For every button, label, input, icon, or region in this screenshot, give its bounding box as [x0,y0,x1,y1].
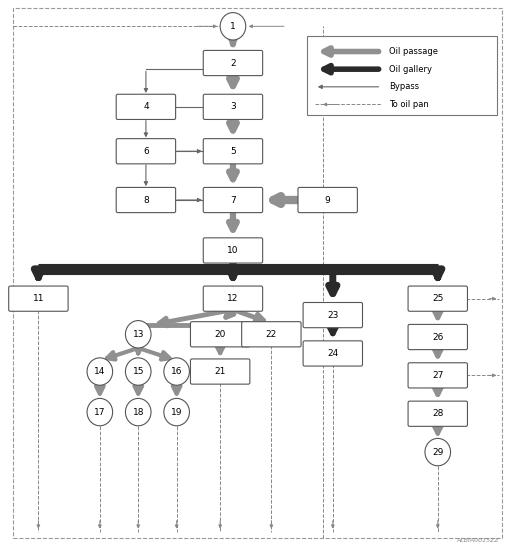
Text: Oil passage: Oil passage [389,47,438,56]
Text: 16: 16 [171,367,182,376]
Text: 11: 11 [33,294,44,303]
FancyBboxPatch shape [9,286,68,311]
Text: 29: 29 [432,448,443,456]
Text: Oil gallery: Oil gallery [389,65,432,73]
Circle shape [164,358,189,385]
Text: 28: 28 [432,409,443,418]
Text: 20: 20 [215,330,226,339]
FancyBboxPatch shape [203,139,263,164]
Text: 2: 2 [230,59,236,67]
FancyBboxPatch shape [408,286,467,311]
Text: 25: 25 [432,294,443,303]
FancyBboxPatch shape [408,363,467,388]
Text: 7: 7 [230,196,236,204]
Text: Bypass: Bypass [389,82,419,92]
Circle shape [125,358,151,385]
Circle shape [125,321,151,348]
FancyBboxPatch shape [116,187,176,213]
FancyBboxPatch shape [408,401,467,426]
Text: 4: 4 [143,102,148,111]
Circle shape [220,13,246,40]
Text: 23: 23 [327,311,338,319]
FancyBboxPatch shape [116,139,176,164]
FancyBboxPatch shape [203,50,263,76]
Text: 13: 13 [133,330,144,339]
FancyBboxPatch shape [116,94,176,119]
Text: 8: 8 [143,196,149,204]
Text: 10: 10 [227,246,239,255]
FancyBboxPatch shape [203,238,263,263]
FancyBboxPatch shape [298,187,357,213]
Text: 22: 22 [266,330,277,339]
Text: 26: 26 [432,333,443,341]
Text: To oil pan: To oil pan [389,100,429,109]
Text: ALBIA0015ZZ: ALBIA0015ZZ [457,538,499,543]
Text: 27: 27 [432,371,443,380]
Circle shape [125,398,151,426]
Text: 19: 19 [171,408,182,416]
Text: 21: 21 [215,367,226,376]
Text: 14: 14 [94,367,105,376]
Text: 17: 17 [94,408,105,416]
FancyBboxPatch shape [203,94,263,119]
FancyBboxPatch shape [190,359,250,384]
FancyBboxPatch shape [408,324,467,350]
Text: 1: 1 [230,22,236,31]
Circle shape [87,358,113,385]
Text: 6: 6 [143,147,149,156]
Circle shape [164,398,189,426]
Circle shape [425,438,451,466]
FancyBboxPatch shape [242,322,301,347]
Text: 5: 5 [230,147,236,156]
Text: 18: 18 [133,408,144,416]
FancyBboxPatch shape [303,341,362,366]
FancyBboxPatch shape [203,286,263,311]
Bar [307,36,497,115]
FancyBboxPatch shape [203,187,263,213]
Circle shape [87,398,113,426]
Text: 12: 12 [227,294,239,303]
Text: 15: 15 [133,367,144,376]
Text: 9: 9 [325,196,331,204]
FancyBboxPatch shape [190,322,250,347]
FancyBboxPatch shape [303,302,362,328]
Text: 3: 3 [230,102,236,111]
Text: 24: 24 [327,349,338,358]
